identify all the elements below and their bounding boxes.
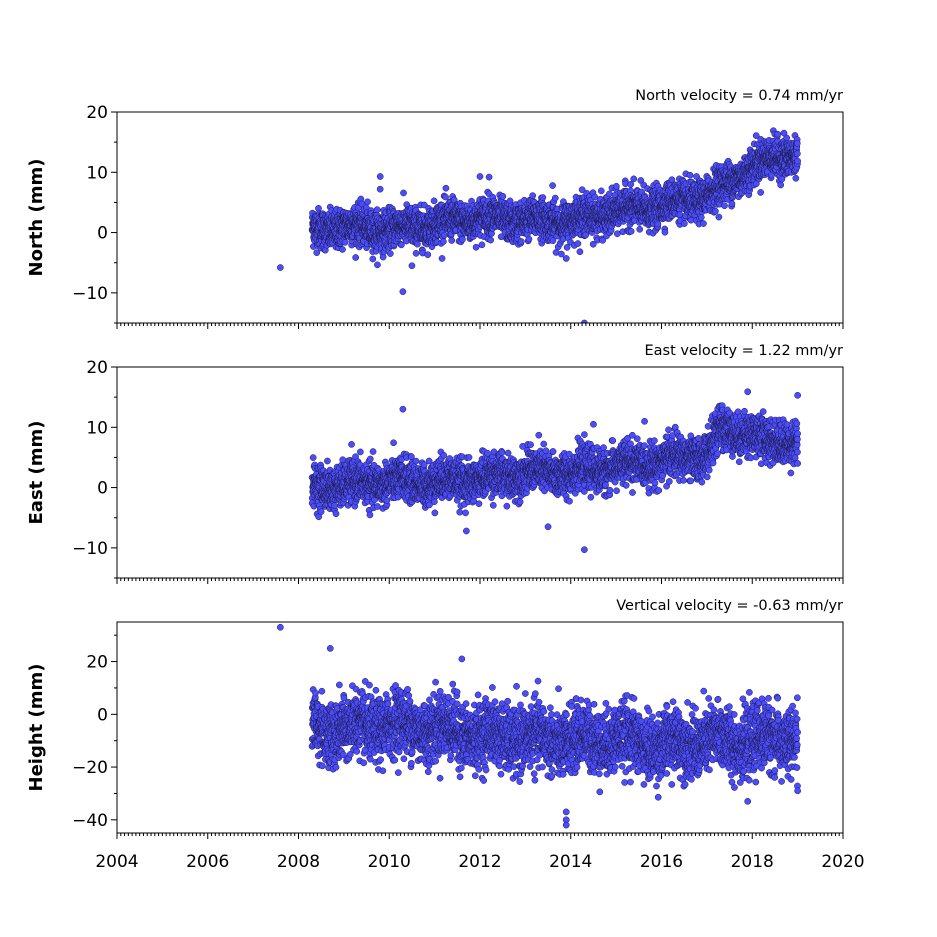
- data-point: [364, 198, 371, 206]
- data-point: [794, 157, 801, 165]
- data-point: [549, 182, 556, 189]
- data-point: [352, 254, 359, 261]
- data-point: [366, 455, 374, 463]
- data-point: [277, 264, 284, 271]
- data-point: [376, 173, 384, 180]
- data-point: [373, 206, 381, 214]
- data-point: [576, 248, 584, 256]
- data-point: [390, 439, 397, 447]
- data-point: [686, 171, 694, 179]
- data-point: [487, 236, 495, 244]
- north-velocity-title: North velocity = 0.74 mm/yr: [635, 88, 843, 104]
- data-point: [317, 508, 325, 516]
- data-point: [412, 250, 420, 257]
- data-point: [341, 238, 349, 246]
- data-point: [630, 175, 638, 183]
- data-point: [680, 220, 688, 227]
- data-point: [398, 241, 405, 249]
- data-point: [591, 193, 599, 201]
- y-tick-label: 20: [86, 103, 108, 123]
- data-point: [376, 185, 384, 193]
- y-tick-label: 0: [97, 224, 108, 244]
- data-point: [476, 173, 484, 180]
- data-point: [574, 240, 582, 247]
- data-point: [309, 454, 317, 461]
- data-point: [715, 213, 723, 221]
- data-point: [525, 235, 533, 243]
- north-points: [277, 127, 801, 323]
- data-point: [440, 238, 447, 245]
- data-point: [383, 497, 391, 504]
- data-point: [442, 184, 450, 192]
- data-point: [539, 194, 547, 201]
- data-point: [459, 236, 466, 243]
- data-point: [442, 193, 449, 201]
- data-point: [757, 189, 765, 196]
- data-point: [636, 225, 644, 233]
- data-point: [794, 150, 801, 158]
- data-point: [777, 181, 785, 189]
- data-point: [774, 130, 782, 138]
- north-y-axis-label: North (mm): [26, 159, 47, 277]
- data-point: [478, 241, 486, 249]
- data-point: [369, 448, 377, 455]
- north-panel: −10 0 10 20 North velocity = 0.74 mm/yr North…: [26, 88, 844, 329]
- data-point: [728, 200, 736, 208]
- data-point: [366, 511, 374, 519]
- data-point: [440, 231, 448, 239]
- data-point: [408, 453, 415, 461]
- data-point: [529, 192, 537, 199]
- data-point: [627, 227, 635, 235]
- data-point: [627, 181, 635, 188]
- data-point: [324, 457, 331, 465]
- data-point: [562, 255, 570, 262]
- data-point: [792, 174, 800, 182]
- data-point: [606, 190, 613, 198]
- y-tick-label: −10: [72, 284, 108, 304]
- data-point: [597, 187, 605, 195]
- data-point: [438, 255, 446, 262]
- data-point: [357, 448, 364, 456]
- data-point: [558, 250, 565, 258]
- data-point: [654, 220, 662, 228]
- data-point: [472, 243, 480, 251]
- data-point: [386, 250, 394, 257]
- data-point: [499, 192, 507, 200]
- data-point: [517, 238, 525, 245]
- data-point: [424, 251, 432, 259]
- data-point: [697, 213, 705, 221]
- data-point: [400, 189, 407, 197]
- data-point: [661, 228, 669, 236]
- data-point: [331, 502, 338, 510]
- data-point: [793, 140, 801, 147]
- data-point: [712, 207, 719, 215]
- data-point: [313, 249, 321, 257]
- data-point: [339, 456, 347, 464]
- data-point: [430, 197, 438, 205]
- data-point: [780, 129, 788, 137]
- data-point: [412, 457, 420, 465]
- data-point: [721, 202, 728, 210]
- data-point: [332, 510, 340, 518]
- y-tick-label: 10: [86, 163, 108, 183]
- data-point: [408, 262, 416, 270]
- data-point: [399, 288, 407, 295]
- data-point: [448, 237, 456, 244]
- data-point: [700, 220, 707, 227]
- data-point: [348, 441, 355, 448]
- east-points: [308, 388, 801, 554]
- data-point: [369, 255, 377, 263]
- data-point: [551, 194, 559, 202]
- data-point: [339, 246, 346, 253]
- data-point: [374, 261, 381, 269]
- data-point: [414, 240, 421, 248]
- data-point: [485, 173, 493, 181]
- data-point: [612, 182, 620, 190]
